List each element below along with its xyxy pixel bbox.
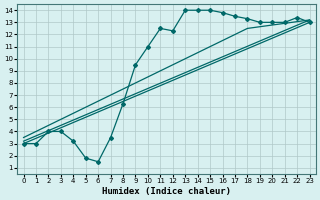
X-axis label: Humidex (Indice chaleur): Humidex (Indice chaleur) [102, 187, 231, 196]
